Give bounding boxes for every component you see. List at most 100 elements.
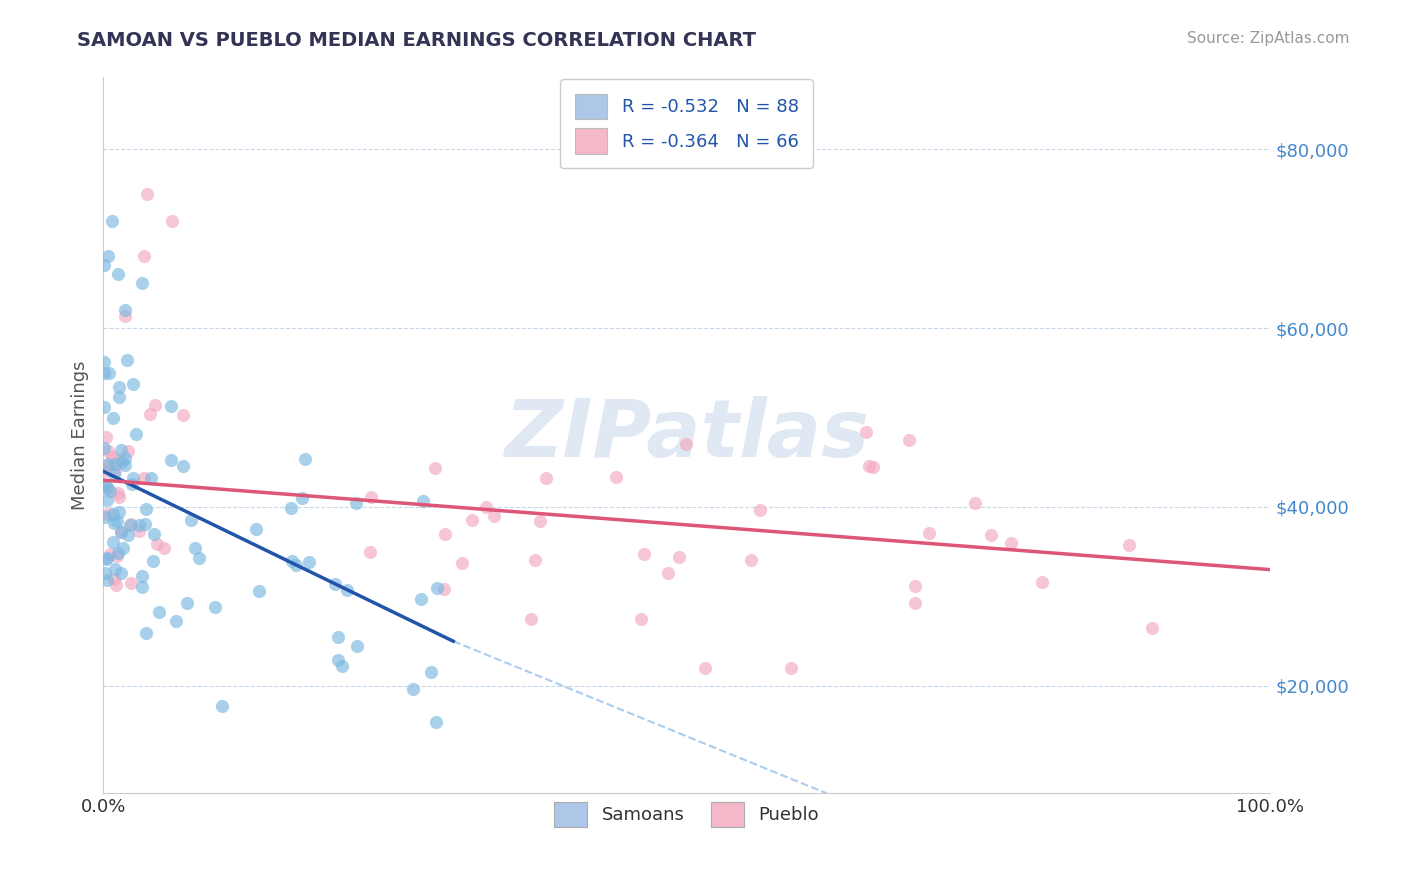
Point [963, 496, 986, 510]
Point [529, 514, 551, 528]
Point [475, 500, 498, 515]
Point [524, 552, 547, 566]
Point [605, 469, 627, 483]
Point [176, 596, 198, 610]
Point [105, 514, 128, 528]
Point [855, 425, 877, 440]
Point [93, 478, 115, 492]
Point [93, 258, 115, 272]
Point [101, 508, 124, 522]
Point [107, 268, 129, 282]
Point [143, 527, 166, 541]
Point [97, 366, 120, 380]
Point [110, 525, 132, 540]
Point [96, 480, 118, 494]
Point [165, 614, 187, 628]
Point [98, 547, 121, 561]
Point [131, 569, 153, 583]
Point [668, 550, 690, 565]
Text: Source: ZipAtlas.com: Source: ZipAtlas.com [1187, 31, 1350, 46]
Point [290, 491, 312, 505]
Point [247, 583, 270, 598]
Point [904, 596, 927, 610]
Point [184, 541, 207, 555]
Point [159, 399, 181, 413]
Point [1031, 574, 1053, 589]
Point [858, 458, 880, 473]
Point [172, 408, 194, 422]
Point [114, 310, 136, 324]
Point [862, 459, 884, 474]
Point [96, 430, 118, 444]
Point [425, 714, 447, 729]
Point [120, 576, 142, 591]
Point [135, 186, 157, 201]
Point [97, 507, 120, 521]
Point [749, 502, 772, 516]
Point [633, 547, 655, 561]
Point [108, 491, 131, 505]
Point [420, 665, 443, 680]
Point [117, 528, 139, 542]
Point [111, 541, 134, 555]
Point [326, 630, 349, 644]
Point [114, 303, 136, 318]
Point [534, 471, 557, 485]
Point [204, 599, 226, 614]
Point [280, 501, 302, 516]
Point [131, 277, 153, 291]
Point [93, 464, 115, 478]
Point [245, 522, 267, 536]
Point [693, 661, 716, 675]
Point [450, 556, 472, 570]
Point [409, 591, 432, 606]
Text: ZIPatlas: ZIPatlas [505, 396, 869, 475]
Point [904, 579, 927, 593]
Point [145, 398, 167, 412]
Point [294, 451, 316, 466]
Point [360, 490, 382, 504]
Point [121, 376, 143, 391]
Point [675, 437, 697, 451]
Point [139, 471, 162, 485]
Point [280, 554, 302, 568]
Point [108, 390, 131, 404]
Point [96, 459, 118, 474]
Point [121, 477, 143, 491]
Point [100, 484, 122, 499]
Point [122, 471, 145, 485]
Point [402, 681, 425, 696]
Point [132, 249, 155, 263]
Point [135, 502, 157, 516]
Point [298, 555, 321, 569]
Point [323, 576, 346, 591]
Text: SAMOAN VS PUEBLO MEDIAN EARNINGS CORRELATION CHART: SAMOAN VS PUEBLO MEDIAN EARNINGS CORRELA… [77, 31, 756, 50]
Point [103, 467, 125, 481]
Point [148, 606, 170, 620]
Point [93, 367, 115, 381]
Point [412, 493, 434, 508]
Point [461, 512, 484, 526]
Point [120, 516, 142, 531]
Point [1118, 538, 1140, 552]
Point [96, 573, 118, 587]
Point [336, 582, 359, 597]
Point [153, 541, 176, 556]
Point [97, 443, 120, 458]
Point [94, 509, 117, 524]
Point [100, 450, 122, 464]
Point [110, 442, 132, 457]
Point [180, 513, 202, 527]
Point [114, 451, 136, 466]
Point [107, 453, 129, 467]
Point [141, 554, 163, 568]
Point [96, 550, 118, 565]
Point [285, 558, 308, 573]
Point [359, 545, 381, 559]
Point [93, 566, 115, 581]
Point [128, 524, 150, 538]
Point [172, 459, 194, 474]
Point [104, 464, 127, 478]
Y-axis label: Median Earnings: Median Earnings [72, 360, 89, 510]
Point [159, 453, 181, 467]
